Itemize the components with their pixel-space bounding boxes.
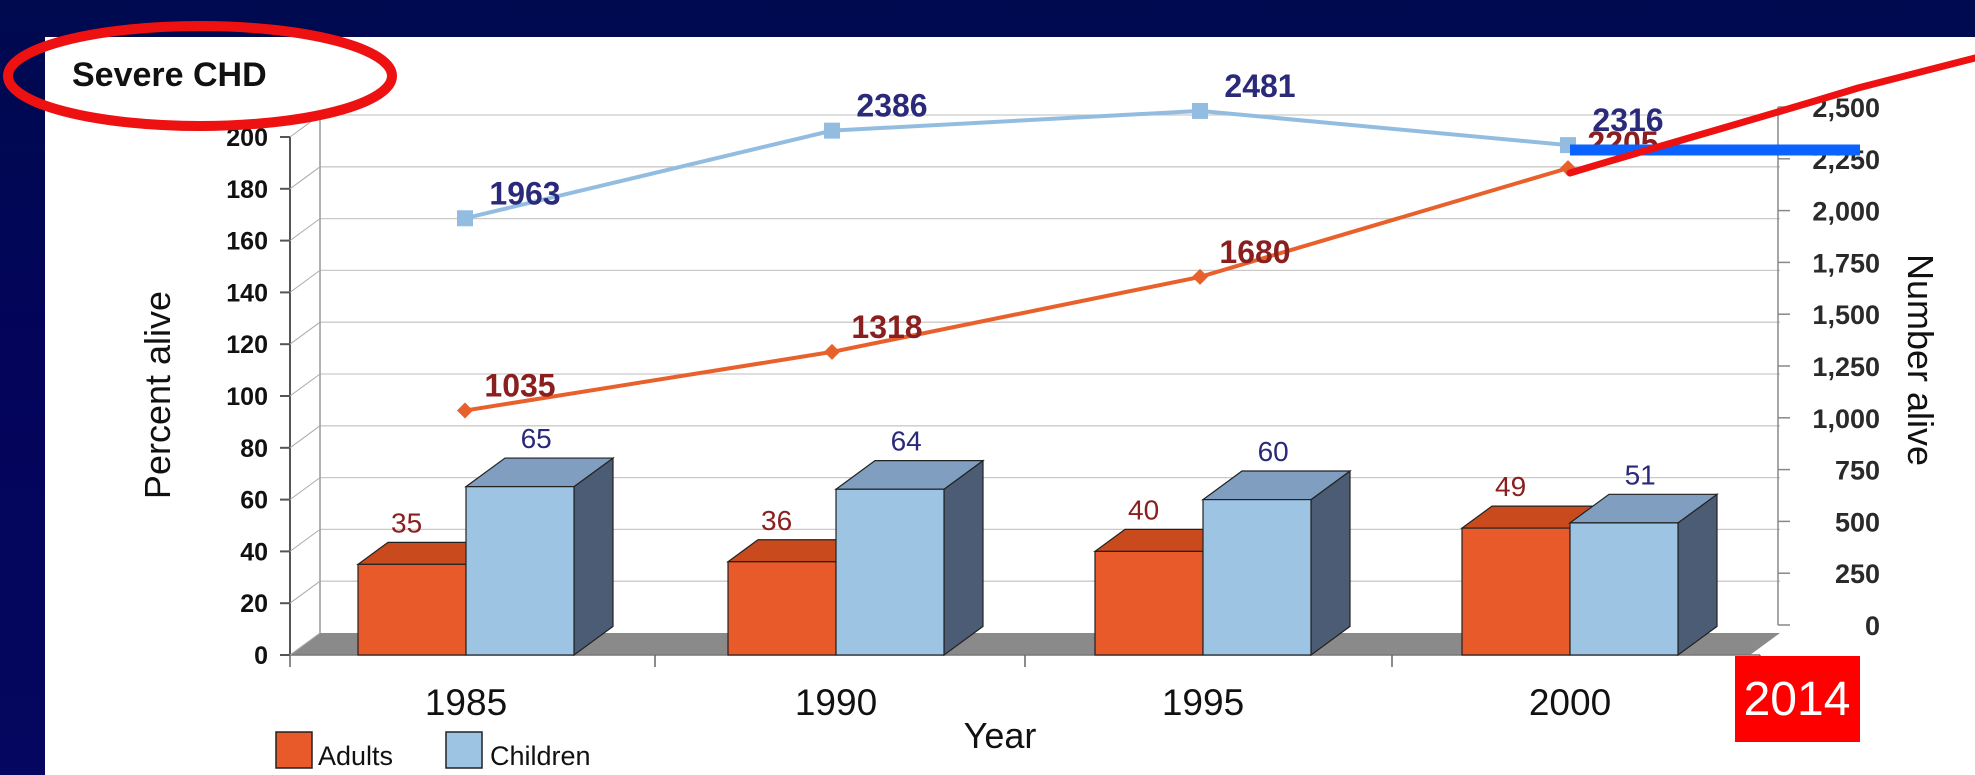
- title-highlight-oval: [3, 21, 397, 131]
- legend-adults-label: Adults: [318, 741, 393, 771]
- adults-bar: [357, 563, 467, 656]
- left-tick-connector: [289, 580, 321, 604]
- right-tick-label: 1,000: [1812, 404, 1880, 434]
- category-label: 1985: [425, 682, 507, 723]
- children-bar: [1202, 499, 1312, 656]
- right-tick-label: 1,500: [1812, 300, 1880, 330]
- left-tick-connector: [289, 166, 321, 190]
- children-line-point: [1192, 102, 1208, 119]
- category-label: 1995: [1162, 682, 1244, 723]
- x-axis-title: Year: [964, 715, 1037, 756]
- left-tick-label: 140: [226, 279, 268, 307]
- adults-bar: [1461, 527, 1571, 656]
- chart-floor: [290, 633, 1780, 655]
- adults-line-label: 1318: [851, 309, 922, 345]
- children-value-label: 60: [1258, 436, 1289, 467]
- left-tick-connector: [289, 528, 321, 552]
- adults-line-label: 1680: [1219, 234, 1290, 270]
- children-bar: [465, 486, 575, 656]
- left-tick-label: 100: [226, 383, 268, 411]
- children-line-label: 1963: [489, 175, 560, 211]
- left-tick-connector: [289, 269, 321, 293]
- right-tick-label: 250: [1835, 559, 1880, 589]
- right-tick-label: 750: [1835, 456, 1880, 486]
- left-tick-label: 0: [254, 642, 268, 670]
- children-bar-side: [943, 459, 984, 657]
- right-axis-title: Number alive: [1900, 254, 1941, 466]
- children-line-label: 2316: [1592, 102, 1663, 138]
- left-tick-connector: [289, 477, 321, 501]
- children-line-point: [457, 210, 473, 227]
- left-tick-connector: [289, 425, 321, 449]
- adults-value-label: 36: [761, 505, 792, 536]
- adults-number-line: [464, 166, 1569, 413]
- adults-value-label: 35: [391, 507, 422, 538]
- left-tick-label: 180: [226, 176, 268, 204]
- category-label: 2000: [1529, 682, 1611, 723]
- red-trend-extension: [1566, 54, 1975, 177]
- legend-adults-swatch: [275, 731, 313, 769]
- children-line-label: 2386: [856, 88, 927, 124]
- left-tick-connector: [289, 632, 321, 656]
- adults-line-point: [1192, 268, 1208, 285]
- left-tick-label: 60: [240, 487, 268, 515]
- legend-children-swatch: [445, 731, 483, 769]
- children-bar: [835, 488, 945, 656]
- children-bar: [1569, 522, 1679, 656]
- right-tick-label: 0: [1865, 611, 1880, 641]
- right-tick-label: 1,750: [1812, 248, 1880, 278]
- left-tick-label: 20: [240, 590, 268, 618]
- children-bar-side: [1310, 469, 1351, 657]
- chart-title: Severe CHD: [72, 56, 267, 94]
- left-tick-connector: [289, 218, 321, 242]
- legend-children-label: Children: [490, 741, 591, 771]
- left-tick-label: 120: [226, 331, 268, 359]
- year-2014-label: 2014: [1744, 673, 1851, 726]
- category-label: 1990: [795, 682, 877, 723]
- adults-bar: [1094, 550, 1204, 656]
- adults-line-label: 1035: [484, 368, 555, 404]
- children-line-point: [824, 122, 840, 139]
- children-line-label: 2481: [1224, 68, 1295, 104]
- children-value-label: 51: [1625, 459, 1656, 490]
- left-tick-label: 40: [240, 538, 268, 566]
- left-axis-title: Percent alive: [137, 291, 178, 499]
- left-tick-label: 80: [240, 435, 268, 463]
- children-value-label: 65: [521, 423, 552, 454]
- left-tick-connector: [289, 321, 321, 345]
- right-tick-label: 500: [1835, 507, 1880, 537]
- children-number-line: [464, 108, 1569, 221]
- right-tick-label: 2,000: [1812, 197, 1880, 227]
- left-tick-label: 160: [226, 228, 268, 256]
- year-2014-badge: [1735, 656, 1860, 742]
- adults-line-point: [457, 402, 473, 419]
- adults-value-label: 40: [1128, 494, 1159, 525]
- adults-line-point: [824, 343, 840, 360]
- right-tick-label: 1,250: [1812, 352, 1880, 382]
- children-value-label: 64: [891, 426, 922, 457]
- children-bar-side: [573, 456, 614, 657]
- adults-value-label: 49: [1495, 471, 1526, 502]
- adults-bar: [727, 561, 837, 656]
- left-tick-connector: [289, 373, 321, 397]
